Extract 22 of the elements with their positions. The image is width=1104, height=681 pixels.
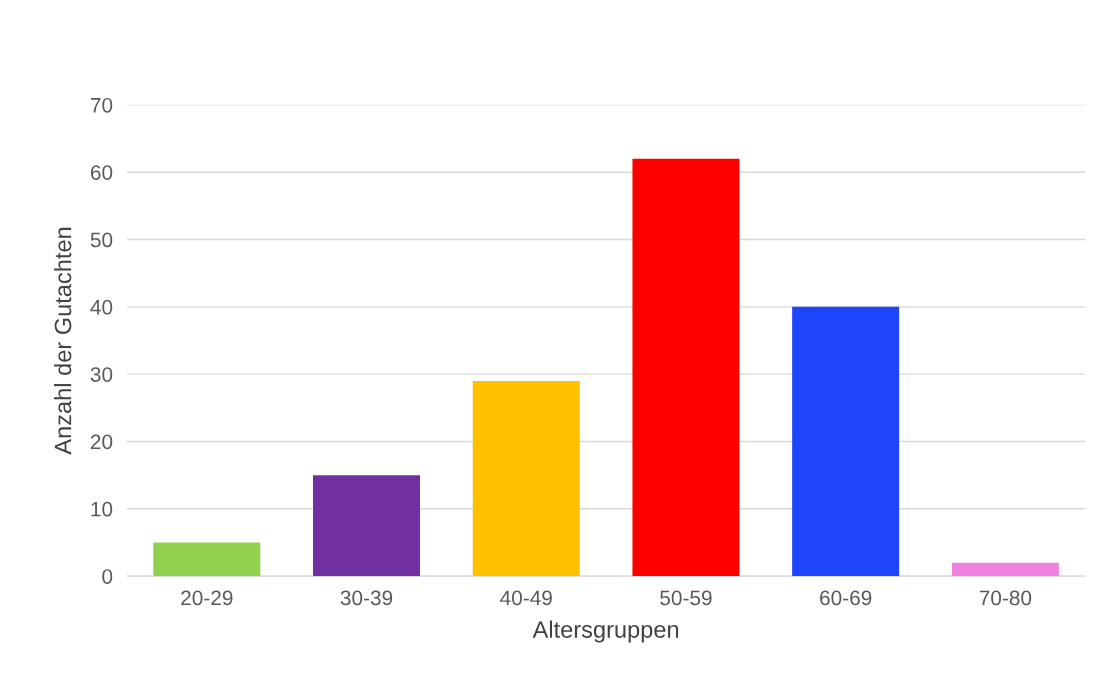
x-tick-label: 70-80 <box>979 590 1032 606</box>
bar <box>792 306 900 577</box>
bar <box>632 158 740 577</box>
y-tick-label: 70 <box>90 97 113 113</box>
x-tick-label: 60-69 <box>820 590 872 606</box>
bar <box>153 542 261 577</box>
y-tick-label: 40 <box>90 299 113 315</box>
x-tick-label: 40-49 <box>500 590 552 606</box>
bar <box>313 475 421 577</box>
x-axis-title: Altersgruppen <box>532 620 679 643</box>
x-tick-label: 50-59 <box>660 590 712 606</box>
x-tick-label: 20-29 <box>181 590 233 606</box>
y-tick-label: 20 <box>90 434 113 450</box>
y-tick-label: 30 <box>90 367 113 382</box>
y-tick-label: 60 <box>90 165 113 180</box>
x-tick-label: 30-39 <box>340 590 393 606</box>
y-axis-title: Anzahl der Gutachten <box>54 227 72 455</box>
bar <box>472 380 580 577</box>
y-tick-label: 10 <box>91 501 113 517</box>
bar <box>951 562 1059 577</box>
y-tick-label: 0 <box>102 569 113 584</box>
y-tick-label: 50 <box>90 232 113 248</box>
